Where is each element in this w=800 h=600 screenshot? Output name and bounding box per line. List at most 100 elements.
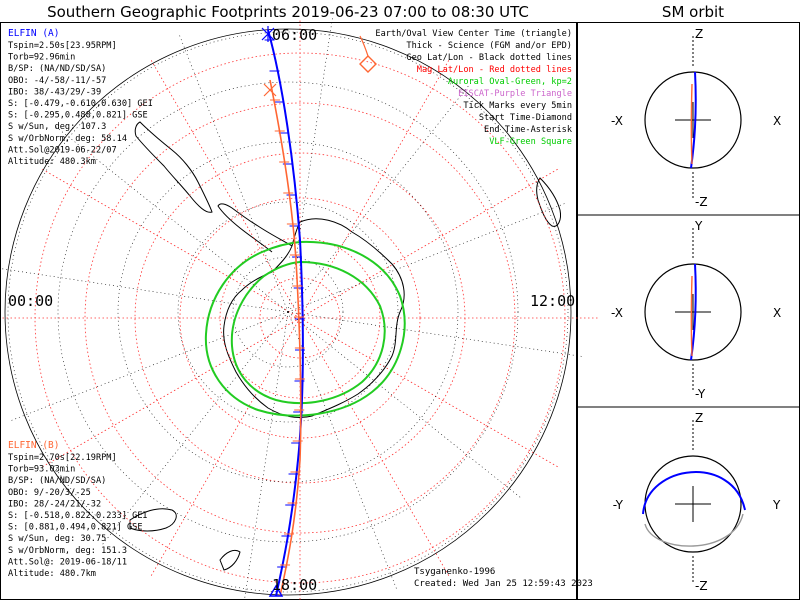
auroral-oval-outer — [204, 240, 406, 417]
elfin-b-start-diamond — [359, 55, 377, 73]
africa-coast — [536, 177, 561, 227]
legend-entry: Mag Lat/Lon - Red dotted lines — [417, 65, 572, 75]
sm-axis-label: Y — [772, 498, 781, 512]
created-stamp: Created: Wed Jan 25 12:59:43 2023 — [414, 579, 593, 589]
sm-axis-label: Y — [694, 219, 703, 233]
geo-lat-circle — [177, 201, 399, 423]
geo-lon-line — [178, 32, 289, 313]
legend-entry: Thick - Science (FGM and/or EPD) — [406, 41, 572, 51]
model-credit: Tsyganenko-1996 — [414, 567, 495, 577]
mag-lon-line — [299, 317, 451, 579]
sm-axis-label: -Y — [613, 498, 624, 512]
sm-orbit-b — [690, 275, 693, 357]
mag-lon-line — [149, 317, 301, 579]
legend-entry: End Time-Asterisk — [484, 125, 573, 135]
elfin-a-info: ELFIN (A) Tspin=2.50s[23.95RPM] Torb=92.96… — [8, 28, 153, 167]
sm-orbit-a — [642, 471, 746, 515]
sm-axis-label: -X — [611, 114, 623, 128]
satellite-parameter: Tspin=2.50s[23.95RPM] — [8, 41, 117, 51]
satellite-parameter: S: [-0.295,0.488,0.821] GSE — [8, 111, 148, 121]
geo-lon-line — [287, 202, 568, 313]
geo-lon-line — [287, 15, 334, 313]
elfin-a-asterisk — [261, 26, 275, 42]
map-legend: Earth/Oval View Center Time (triangle) Th… — [375, 29, 572, 147]
sm-orbit-shadow — [644, 513, 744, 547]
sm-axis-label: Z — [695, 411, 703, 425]
elfin-a-track — [267, 29, 304, 597]
auroral-oval-inner — [230, 260, 386, 405]
sm-axis-label: -Z — [695, 195, 708, 209]
sm-panel: Y -Y -X X — [611, 219, 781, 401]
sm-axis-label: Z — [695, 27, 703, 41]
legend-entry: Start Time-Diamond — [479, 113, 572, 123]
geo-lon-line — [244, 311, 289, 600]
satellite-parameter: B/SP: (NA/ND/SD/SA) — [8, 476, 106, 486]
satellite-parameter: Altitude: 480.7km — [8, 569, 96, 579]
satellite-parameter: S w/Sun, deg: 107.3 — [8, 122, 106, 132]
south-america-coast — [134, 121, 213, 213]
satellite-parameter: Tspin=2.70s[22.19RPM] — [8, 453, 117, 463]
satellite-parameter: B/SP: (NA/ND/SD/SA) — [8, 64, 106, 74]
satellite-parameter: S w/Sun, deg: 30.75 — [8, 534, 106, 544]
elfin-b-asterisk — [263, 83, 277, 97]
geo-lat-circle — [7, 31, 569, 593]
satellite-parameter: S: [-0.518,0.822,0.233] GEI — [8, 511, 148, 521]
mag-lat-circle — [84, 102, 516, 534]
figure-title: Southern Geographic Footprints 2019-06-2… — [47, 3, 529, 21]
time-label-left: 00:00 — [8, 292, 53, 310]
legend-entry: EISCAT-Purple Triangle — [458, 89, 572, 99]
satellite-parameter: Torb=92.96min — [8, 53, 75, 63]
sm-axis-label: X — [773, 306, 781, 320]
geo-lon-line — [287, 77, 476, 313]
map-limb — [4, 28, 572, 596]
geo-lon-line — [287, 311, 585, 358]
time-label-top: 06:00 — [272, 26, 317, 44]
satellite-parameter: OBO: 9/-20/3/-25 — [8, 488, 91, 498]
satellite-parameter: S: [-0.479,-0.610,0.630] GEI — [8, 99, 153, 109]
elfin-a-end-triangle — [268, 584, 284, 597]
mag-lon-line — [39, 167, 301, 319]
satellite-parameter: Att.Sol@: 2019-06-18/11 — [8, 557, 127, 567]
legend-entry: Geo Lat/Lon - Black dotted lines — [406, 53, 572, 63]
mag-lon-line — [299, 317, 561, 469]
satellite-parameter: S w/OrbNorm, deg: 151.3 — [8, 546, 127, 556]
orbit-title: SM orbit — [662, 3, 724, 21]
polar-map — [129, 121, 561, 571]
sm-axis-label: -Z — [695, 579, 708, 593]
geo-lon-line — [287, 311, 523, 500]
satellite-parameter: IBO: 38/-43/29/-39 — [8, 87, 101, 97]
earth-circle — [644, 263, 742, 361]
sm-axis-label: -X — [611, 306, 623, 320]
satellite-parameter: Torb=93.03min — [8, 465, 75, 475]
legend-entry: VLF-Green Square — [489, 137, 572, 147]
geo-lat-circle — [117, 141, 459, 483]
sm-panel: Z -Z -X X — [611, 27, 781, 209]
satellite-parameter: S w/OrbNorm, deg: 58.14 — [8, 134, 127, 144]
earth-circle — [644, 71, 742, 169]
legend-entry: Earth/Oval View Center Time (triangle) — [375, 29, 572, 39]
sm-axis-label: X — [773, 114, 781, 128]
time-label-right: 12:00 — [530, 292, 575, 310]
satellite-parameter: Att.Sol@2019-06-22/07 — [8, 145, 117, 155]
satellite-label: ELFIN (B) — [8, 440, 59, 451]
new-zealand-coast — [219, 549, 241, 571]
time-label-bottom: 18:00 — [272, 576, 317, 594]
satellite-parameter: OBO: -4/-58/-11/-57 — [8, 76, 106, 86]
sm-panel: Z -Z -Y Y — [613, 411, 781, 593]
antarctic-peninsula — [217, 203, 293, 253]
map-overlay — [0, 15, 600, 600]
mag-lon-line — [149, 57, 301, 319]
legend-entry: Auroral Oval-Green, kp=2 — [448, 77, 572, 87]
sm-orbit-panels: Z -Z -X X Y -Y -X X Z -Z -Y Y — [611, 27, 781, 593]
satellite-label: ELFIN (A) — [8, 28, 59, 39]
elfin-b-info: ELFIN (B) Tspin=2.70s[22.19RPM] Torb=93.03… — [8, 440, 148, 579]
elfin-b-start-segment — [359, 35, 369, 57]
legend-entry: Tick Marks every 5min — [463, 101, 572, 111]
elfin-b-track — [269, 79, 302, 597]
mag-lon-line — [299, 57, 451, 319]
satellite-parameter: IBO: 28/-24/21/-32 — [8, 499, 101, 509]
mag-lon-line — [299, 167, 561, 319]
australia-coast — [129, 508, 177, 532]
satellite-parameter: S: [0.881,0.494,0.821] GSE — [8, 523, 143, 533]
